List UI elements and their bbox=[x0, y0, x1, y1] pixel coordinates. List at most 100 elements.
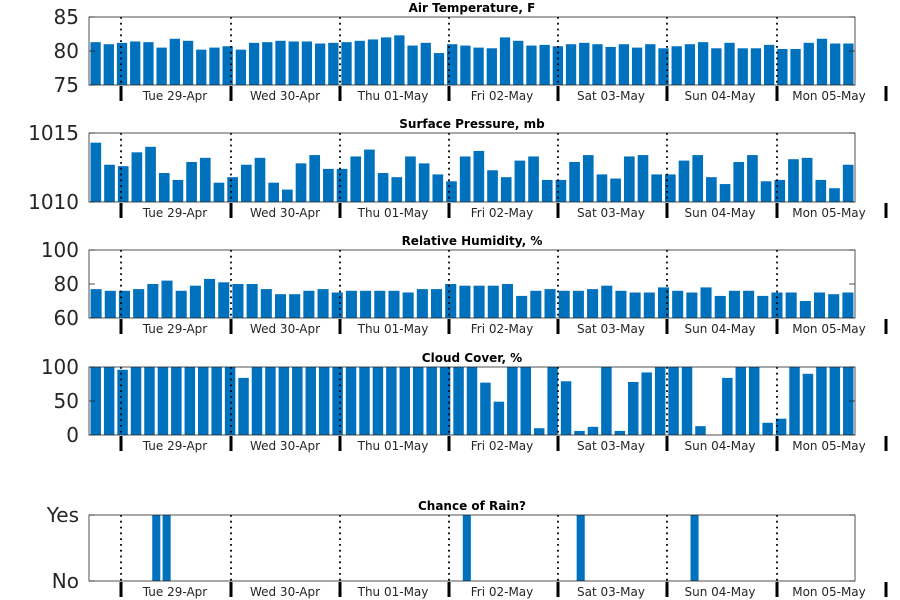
bar bbox=[513, 40, 524, 85]
bar bbox=[775, 418, 787, 435]
panel-title: Chance of Rain? bbox=[418, 499, 526, 513]
bar bbox=[560, 381, 572, 435]
bar bbox=[399, 367, 411, 435]
bar bbox=[815, 179, 827, 202]
bar bbox=[555, 179, 567, 202]
x-tick-label: Sat 03-May bbox=[577, 585, 645, 599]
y-tick-label: 80 bbox=[54, 39, 79, 63]
bar bbox=[103, 367, 115, 435]
bar bbox=[345, 290, 357, 318]
bar bbox=[182, 40, 194, 85]
x-tick-label: Sun 04-May bbox=[684, 439, 755, 453]
bar bbox=[816, 38, 828, 85]
bar bbox=[278, 367, 290, 435]
bar bbox=[814, 292, 826, 318]
bar bbox=[275, 40, 286, 85]
bar bbox=[426, 367, 437, 435]
bar bbox=[156, 47, 167, 85]
bar bbox=[695, 426, 706, 435]
bar bbox=[413, 367, 424, 435]
bar bbox=[213, 182, 225, 202]
bar bbox=[714, 295, 726, 318]
y-tick-label: 85 bbox=[54, 5, 79, 29]
x-tick-label: Tue 29-Apr bbox=[142, 322, 207, 336]
bar bbox=[144, 367, 155, 435]
bar bbox=[530, 290, 542, 318]
bar bbox=[802, 373, 814, 435]
bar bbox=[372, 367, 384, 435]
bar bbox=[445, 284, 457, 318]
bar bbox=[309, 155, 321, 202]
bar bbox=[596, 174, 608, 202]
bar bbox=[147, 284, 159, 318]
bar bbox=[381, 37, 392, 85]
bar bbox=[789, 367, 800, 435]
bar bbox=[686, 292, 698, 318]
bar bbox=[318, 367, 330, 435]
bar bbox=[830, 43, 841, 85]
bar bbox=[724, 42, 735, 85]
bar bbox=[459, 156, 471, 202]
bar bbox=[576, 515, 585, 581]
bar bbox=[722, 377, 733, 435]
y-tick-label: 100 bbox=[41, 355, 79, 379]
bar bbox=[218, 282, 230, 318]
x-tick-label: Mon 05-May bbox=[792, 89, 866, 103]
bar bbox=[533, 428, 545, 435]
bar bbox=[158, 173, 170, 202]
bar bbox=[473, 150, 485, 202]
bar bbox=[314, 43, 326, 85]
bar bbox=[292, 367, 303, 435]
bar bbox=[637, 155, 649, 202]
y-tick-label: 0 bbox=[66, 423, 79, 447]
bar bbox=[665, 174, 676, 202]
x-tick-label: Tue 29-Apr bbox=[142, 585, 207, 599]
bar bbox=[199, 157, 211, 202]
bar bbox=[547, 367, 558, 435]
bar bbox=[711, 48, 722, 85]
bar bbox=[658, 48, 669, 85]
bar bbox=[446, 181, 457, 202]
bar bbox=[487, 170, 498, 202]
bar bbox=[460, 45, 471, 85]
chart-panel: Air Temperature, F 75 80 85 Tue 29-Apr Wed 30… bbox=[54, 1, 888, 103]
bar bbox=[466, 367, 478, 435]
bar bbox=[743, 290, 755, 318]
bar bbox=[402, 292, 414, 318]
bar bbox=[500, 177, 512, 202]
bar bbox=[544, 289, 556, 318]
bar bbox=[104, 164, 115, 202]
bar bbox=[672, 290, 684, 318]
bar bbox=[690, 515, 699, 581]
bar bbox=[728, 290, 740, 318]
bar bbox=[116, 42, 128, 85]
bar bbox=[439, 367, 451, 435]
bar bbox=[418, 163, 430, 202]
bar bbox=[764, 44, 775, 85]
chart-panel: Chance of Rain? No Yes Tue 29-Apr Wed 30-Apr… bbox=[46, 499, 888, 599]
bar bbox=[360, 290, 372, 318]
bar bbox=[323, 168, 334, 202]
bar bbox=[336, 168, 348, 202]
bar bbox=[645, 44, 656, 85]
bar bbox=[90, 367, 101, 435]
bar bbox=[90, 42, 101, 85]
bar bbox=[579, 42, 590, 85]
bar bbox=[631, 47, 643, 85]
bar bbox=[601, 285, 613, 318]
bar bbox=[118, 290, 130, 318]
bar bbox=[487, 285, 499, 318]
axes-box bbox=[88, 132, 856, 203]
bar bbox=[157, 367, 169, 435]
panel-title: Air Temperature, F bbox=[409, 1, 536, 15]
bar bbox=[90, 289, 102, 318]
bar bbox=[601, 367, 612, 435]
bar bbox=[843, 367, 854, 435]
bar bbox=[516, 295, 528, 318]
chart-panel: Surface Pressure, mb 1010 1015 Tue 29-Apr We… bbox=[28, 117, 888, 220]
bar bbox=[130, 367, 142, 435]
bar bbox=[90, 142, 102, 202]
bar bbox=[235, 49, 247, 85]
bar bbox=[133, 289, 145, 318]
